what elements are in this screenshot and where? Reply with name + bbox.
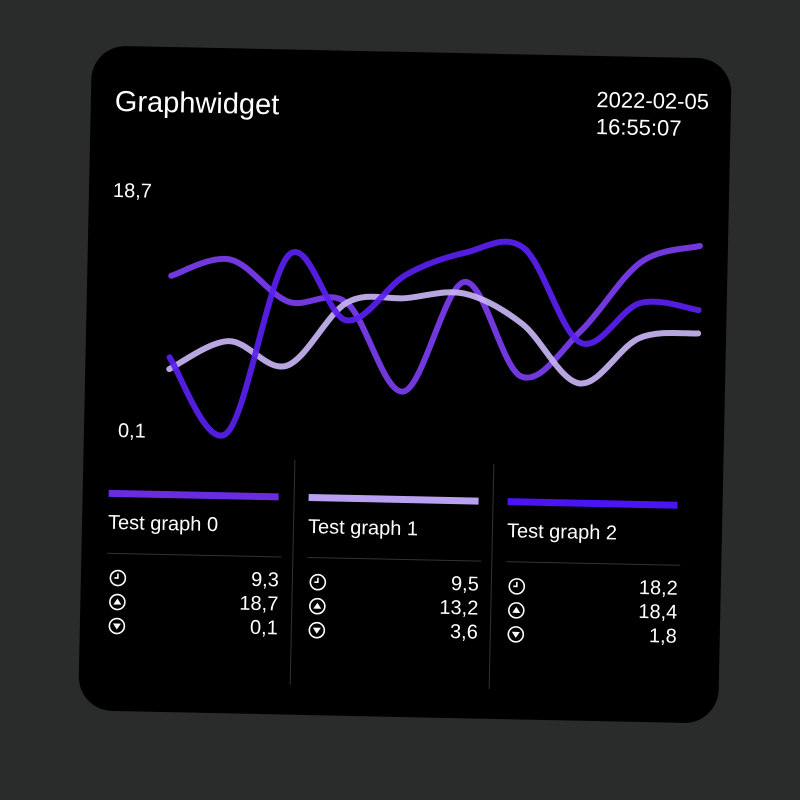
clock-icon <box>309 573 327 591</box>
arrow-down-circle-icon <box>108 617 126 635</box>
divider <box>107 552 282 558</box>
current-value: 18,2 <box>638 576 679 600</box>
graph-name: Test graph 1 <box>307 516 419 541</box>
series-color-swatch <box>108 489 279 501</box>
max-row: 18,7 <box>106 590 279 618</box>
min-row: 0,1 <box>106 614 278 642</box>
min-value: 0,1 <box>249 616 279 640</box>
min-row: 1,8 <box>505 622 677 650</box>
current-row: 9,3 <box>107 566 279 594</box>
graph-widget: Graphwidget 2022-02-05 16:55:07 18,7 0,1… <box>78 45 732 724</box>
max-row: 13,2 <box>306 594 479 622</box>
arrow-up-circle-icon <box>507 602 525 619</box>
arrow-up-circle-icon <box>309 597 326 615</box>
graph-name: Test graph 0 <box>107 511 219 537</box>
max-value: 18,7 <box>239 592 279 616</box>
series-color-swatch <box>308 494 479 505</box>
current-value: 9,3 <box>250 568 280 592</box>
stats: 9,3 18,7 0,1 <box>106 566 279 642</box>
legend-item-graph-2: Test graph 2 18,2 18,4 1,8 <box>488 463 693 693</box>
max-row: 18,4 <box>505 598 678 626</box>
series-line-2 <box>166 238 702 439</box>
legend-item-graph-0: Test graph 0 9,3 18,7 0,1 <box>91 456 294 685</box>
max-value: 13,2 <box>439 596 479 620</box>
stats: 18,2 18,4 1,8 <box>505 574 678 650</box>
legend: Test graph 0 9,3 18,7 0,1 Test graph 1 <box>79 455 724 693</box>
min-row: 3,6 <box>306 618 478 646</box>
graph-name: Test graph 2 <box>506 520 618 545</box>
max-value: 18,4 <box>638 600 678 624</box>
current-row: 9,5 <box>307 570 479 598</box>
legend-item-graph-1: Test graph 1 9,5 13,2 3,6 <box>289 459 494 689</box>
clock-icon <box>508 578 526 595</box>
min-value: 1,8 <box>648 625 678 648</box>
stats: 9,5 13,2 3,6 <box>306 570 479 646</box>
line-chart <box>166 238 703 439</box>
current-row: 18,2 <box>506 574 678 602</box>
arrow-down-circle-icon <box>507 626 525 643</box>
divider <box>506 561 681 566</box>
series-color-swatch <box>507 498 678 509</box>
arrow-down-circle-icon <box>308 621 326 639</box>
clock-icon <box>109 569 127 587</box>
arrow-up-circle-icon <box>109 593 126 611</box>
min-value: 3,6 <box>449 620 479 644</box>
divider <box>307 556 482 562</box>
current-value: 9,5 <box>450 573 480 596</box>
